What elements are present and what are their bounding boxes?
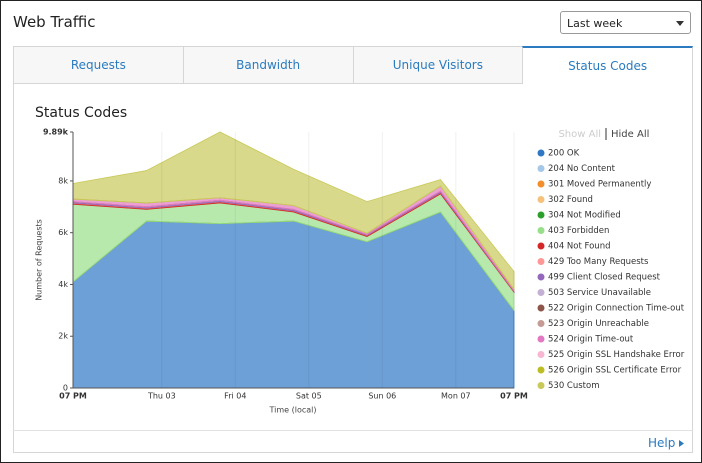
legend-swatch bbox=[537, 242, 545, 250]
range-select[interactable]: Last week bbox=[560, 11, 691, 34]
x-axis-label: Time (local) bbox=[268, 406, 316, 415]
legend-label[interactable]: 522 Origin Connection Time-out bbox=[548, 304, 685, 314]
area bbox=[72, 131, 515, 291]
show-all[interactable]: Show All bbox=[558, 129, 601, 140]
legend-swatch bbox=[537, 149, 545, 157]
y-tick-label: 9.89k bbox=[43, 128, 69, 137]
legend-swatch bbox=[537, 289, 545, 296]
y-tick-label: 2k bbox=[58, 332, 68, 341]
legend-label[interactable]: 304 Not Modified bbox=[548, 211, 621, 221]
x-tick-label: Thu 03 bbox=[147, 392, 176, 401]
tab[interactable]: Requests bbox=[13, 46, 183, 84]
hide-all[interactable]: Hide All bbox=[611, 129, 649, 140]
tab[interactable]: Status Codes bbox=[522, 46, 693, 84]
legend-swatch bbox=[537, 366, 545, 374]
legend-label[interactable]: 499 Client Closed Request bbox=[548, 273, 661, 283]
tab-panel bbox=[13, 84, 693, 453]
dropdown-arrow bbox=[676, 21, 684, 26]
x-tick-label: 07 PM bbox=[59, 392, 87, 401]
y-tick-label: 0 bbox=[63, 384, 68, 393]
legend-label[interactable]: 204 No Content bbox=[548, 164, 616, 174]
legend-swatch bbox=[537, 258, 545, 265]
chart-title: Status Codes bbox=[35, 105, 127, 121]
legend-label[interactable]: 301 Moved Permanently bbox=[548, 180, 651, 190]
help-text: Help bbox=[648, 436, 676, 450]
legend-label[interactable]: 530 Custom bbox=[548, 381, 600, 391]
help-arrow bbox=[679, 440, 685, 447]
range-select-value: Last week bbox=[567, 17, 623, 30]
legend-swatch bbox=[537, 304, 545, 312]
legend-swatch bbox=[537, 351, 545, 358]
tab[interactable]: Bandwidth bbox=[182, 46, 353, 84]
y-tick-label: 4k bbox=[58, 280, 68, 289]
legend-swatch bbox=[537, 320, 545, 327]
legend-label[interactable]: 524 Origin Time-out bbox=[548, 335, 634, 345]
legend-swatch bbox=[537, 211, 545, 219]
area bbox=[72, 211, 515, 389]
legend-swatch bbox=[537, 196, 545, 203]
footer-divider bbox=[13, 430, 693, 431]
y-axis-label: Number of Requests bbox=[35, 219, 44, 301]
tab[interactable]: Unique Visitors bbox=[352, 46, 523, 84]
x-tick-label: Sun 06 bbox=[368, 392, 396, 401]
help-link[interactable]: Help bbox=[648, 436, 685, 450]
legend-swatch bbox=[537, 382, 545, 389]
legend-label[interactable]: 429 Too Many Requests bbox=[548, 257, 649, 267]
legend-swatch bbox=[537, 273, 545, 281]
tab-bar: Requests Bandwidth Unique Visitors Status C… bbox=[13, 46, 693, 84]
legend-label[interactable]: 526 Origin SSL Certificate Error bbox=[548, 366, 682, 376]
x-tick-label: Fri 04 bbox=[224, 392, 246, 401]
legend-label[interactable]: 523 Origin Unreachable bbox=[548, 319, 649, 329]
legend-swatch bbox=[537, 335, 545, 343]
x-tick-label: Sat 05 bbox=[296, 392, 322, 401]
legend-label[interactable]: 302 Found bbox=[548, 195, 593, 205]
legend-swatch bbox=[537, 227, 545, 234]
y-tick-label: 8k bbox=[58, 176, 68, 185]
widget-title: Web Traffic bbox=[13, 13, 96, 31]
legend-label[interactable]: 404 Not Found bbox=[548, 242, 610, 252]
legend-label[interactable]: 200 OK bbox=[548, 149, 580, 159]
y-tick-label: 6k bbox=[58, 228, 68, 237]
legend-swatch bbox=[537, 180, 545, 188]
x-tick-label: Mon 07 bbox=[441, 392, 471, 401]
legend-label[interactable]: 503 Service Unavailable bbox=[548, 288, 651, 298]
legend-label[interactable]: 403 Forbidden bbox=[548, 226, 609, 236]
x-tick-label: 07 PM bbox=[500, 392, 528, 401]
legend-label[interactable]: 525 Origin SSL Handshake Error bbox=[548, 350, 685, 360]
legend-swatch bbox=[537, 165, 545, 172]
